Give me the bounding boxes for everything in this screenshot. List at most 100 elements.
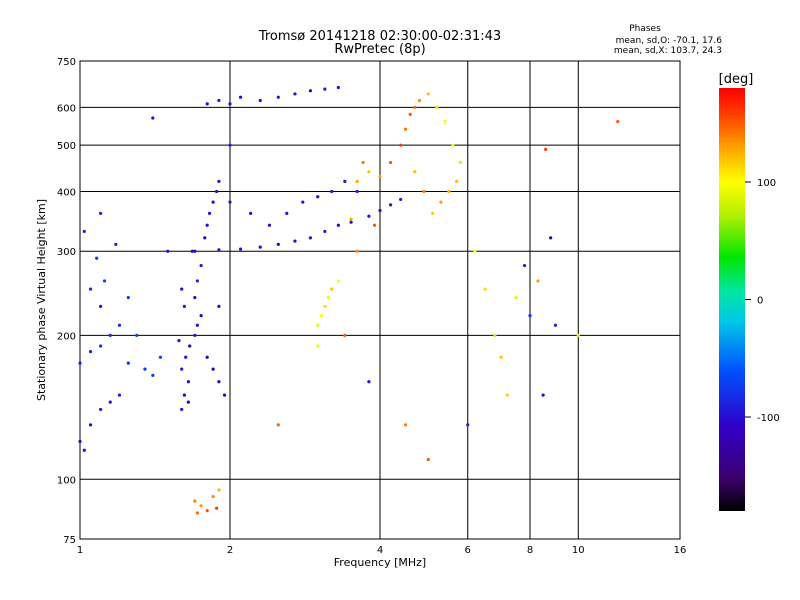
data-point (199, 504, 203, 508)
stats-o-mode: mean, sd,O: -70.1, 17.6 (616, 36, 723, 46)
data-point (336, 85, 340, 90)
data-point (514, 295, 518, 300)
data-point (323, 87, 327, 91)
data-point (182, 304, 186, 308)
data-point (207, 211, 212, 215)
data-point (82, 448, 86, 452)
data-point (316, 323, 320, 327)
data-point (301, 200, 305, 204)
data-point (151, 116, 155, 120)
colorbar-tick-label: 100 (757, 178, 776, 189)
data-point (413, 170, 417, 174)
data-point (99, 407, 103, 412)
y-axis-ticks: 75 100 200 300 400 500 600 750 (57, 57, 76, 546)
data-point (217, 488, 221, 492)
data-point (135, 333, 139, 337)
data-point (541, 393, 545, 397)
data-point (399, 143, 403, 147)
data-point (78, 439, 82, 444)
chart-title: Tromsø 20141218 02:30:00-02:31:43 (258, 29, 501, 44)
data-point (343, 179, 347, 183)
data-point (180, 287, 184, 291)
colorbar-label: [deg] (719, 72, 754, 87)
data-point (88, 423, 93, 427)
data-point (217, 248, 221, 252)
data-point (228, 200, 232, 204)
data-point (228, 143, 232, 147)
data-point (205, 355, 209, 359)
data-point (238, 247, 243, 251)
y-tick-label: 500 (57, 141, 76, 152)
data-point (276, 95, 280, 99)
data-point (186, 400, 190, 404)
data-point (193, 333, 197, 337)
data-point (455, 179, 459, 183)
data-point (217, 380, 221, 384)
data-point (193, 499, 197, 503)
data-point (367, 170, 371, 174)
data-point (319, 314, 323, 318)
data-point (378, 208, 382, 213)
data-point (447, 189, 451, 194)
data-point (182, 393, 186, 397)
data-point (422, 189, 426, 194)
colorbar-ticks: 100 0 -100 (745, 178, 780, 424)
data-point (228, 102, 232, 106)
data-point (466, 423, 470, 427)
data-point (417, 98, 422, 103)
data-point (378, 174, 382, 179)
data-point (439, 200, 443, 204)
data-point (217, 179, 221, 183)
data-point (88, 349, 93, 354)
data-point (505, 393, 509, 397)
data-point (193, 249, 197, 253)
data-point (473, 249, 477, 253)
chart-subtitle: RwPretec (8p) (334, 42, 425, 57)
data-point (108, 400, 112, 404)
data-point (367, 380, 371, 384)
data-point (99, 304, 103, 308)
y-axis-label: Stationary phase Virtual Height [km] (35, 199, 48, 401)
data-point (190, 249, 194, 253)
y-tick-label: 600 (57, 103, 76, 114)
data-point (258, 98, 262, 103)
data-point (323, 229, 327, 234)
data-point (388, 203, 393, 207)
data-point (195, 323, 199, 327)
colorbar-tick-label: 0 (757, 296, 763, 307)
data-point (355, 189, 359, 194)
data-point (117, 323, 122, 327)
data-point (316, 344, 320, 348)
data-point (293, 92, 297, 96)
colorbar-tick-label: -100 (757, 413, 780, 424)
y-tick-label: 300 (57, 247, 76, 258)
data-point (388, 160, 393, 165)
data-point (522, 263, 527, 268)
data-point (95, 256, 99, 260)
data-point (372, 223, 377, 227)
data-point (99, 344, 103, 348)
x-tick-label: 1 (77, 545, 83, 556)
data-point (158, 355, 163, 359)
data-point (403, 127, 408, 131)
data-point (126, 361, 130, 365)
stats-heading: Phases (629, 24, 661, 34)
data-point (553, 323, 558, 327)
data-point (355, 179, 359, 183)
data-point (186, 380, 190, 384)
data-point (211, 367, 215, 371)
data-point (267, 223, 272, 227)
data-point (536, 279, 540, 283)
data-point (211, 200, 215, 204)
data-point (326, 295, 330, 300)
data-point (316, 195, 320, 199)
data-point (215, 189, 219, 194)
data-point (276, 423, 280, 427)
plot-area: 1 2 4 6 8 10 16 75 100 200 300 400 500 600 750 (57, 57, 686, 556)
data-point (203, 236, 207, 240)
data-point (343, 333, 347, 337)
data-point (114, 242, 118, 247)
x-tick-label: 6 (465, 545, 471, 556)
data-point (361, 160, 365, 165)
data-point (336, 279, 340, 283)
